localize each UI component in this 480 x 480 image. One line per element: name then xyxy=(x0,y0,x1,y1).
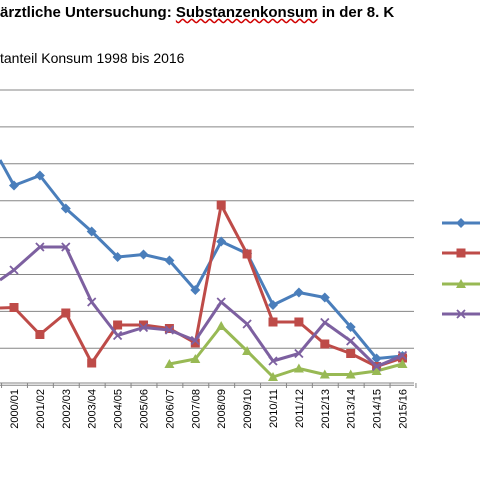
x-tick-label: 2011/12 xyxy=(294,389,306,428)
x-tick-label: 2009/10 xyxy=(242,389,254,429)
data-point-x xyxy=(9,265,19,275)
data-point-square xyxy=(216,200,226,210)
data-point-diamond xyxy=(86,226,97,237)
data-point-diamond xyxy=(293,287,304,298)
data-point-x xyxy=(268,356,278,366)
x-tick-label: 2007/08 xyxy=(190,389,202,429)
data-point-x xyxy=(190,335,200,346)
data-point-x xyxy=(371,361,382,372)
data-point-triangle xyxy=(190,354,201,363)
data-point-square xyxy=(113,320,123,330)
data-point-square xyxy=(346,349,356,358)
data-point-x xyxy=(35,242,45,252)
series-line-1 xyxy=(0,159,403,360)
data-point-square xyxy=(268,317,278,327)
data-point-triangle xyxy=(345,369,356,379)
data-point-x xyxy=(242,319,252,329)
series-line-3 xyxy=(169,324,403,379)
data-point-diamond xyxy=(371,353,382,364)
data-point-x xyxy=(112,330,123,341)
data-point-triangle xyxy=(397,359,408,368)
data-point-triangle xyxy=(268,372,278,381)
data-point-square xyxy=(320,339,330,349)
data-point-diamond xyxy=(164,255,175,266)
data-point-triangle xyxy=(164,359,175,368)
x-tick-label: 2000/01 xyxy=(9,389,21,429)
x-tick-label: 2015/16 xyxy=(398,389,410,429)
x-tick-label: 2005/06 xyxy=(139,389,151,429)
data-point-triangle xyxy=(371,366,382,375)
chart-title: ärztliche Untersuchung: Substanzenkonsum… xyxy=(0,4,394,21)
data-point-x xyxy=(61,242,71,252)
data-point-triangle xyxy=(293,363,304,373)
data-point-x xyxy=(138,322,149,333)
data-point-square xyxy=(294,317,304,327)
data-point-triangle xyxy=(319,369,330,379)
data-point-diamond xyxy=(112,252,123,262)
x-tick-label: 2012/13 xyxy=(320,389,332,429)
data-point-x xyxy=(294,348,304,359)
x-tick-label: 2008/09 xyxy=(216,389,228,429)
x-tick-label: 2003/04 xyxy=(87,389,99,429)
data-point-x xyxy=(346,336,356,346)
x-tick-label: 2013/14 xyxy=(346,389,358,429)
data-point-diamond xyxy=(34,170,45,181)
data-point-triangle xyxy=(456,279,466,288)
data-point-diamond xyxy=(9,180,19,191)
chart-title-underlined: Substanzenkonsum xyxy=(175,4,318,21)
data-point-square xyxy=(139,320,148,330)
data-point-diamond xyxy=(190,285,201,295)
data-point-square xyxy=(398,353,407,363)
x-tick-label: 2010/11 xyxy=(268,389,280,428)
data-point-square xyxy=(35,330,45,339)
x-tick-label: 2014/15 xyxy=(372,389,384,429)
x-tick-label: 2004/05 xyxy=(113,389,125,429)
data-point-x xyxy=(216,297,226,307)
x-tick-label: 2001/02 xyxy=(35,389,47,429)
data-point-x xyxy=(87,297,97,307)
data-point-diamond xyxy=(456,218,466,228)
data-point-square xyxy=(9,303,19,312)
series-line-2 xyxy=(0,203,403,368)
data-point-x xyxy=(397,350,408,361)
data-point-x xyxy=(164,325,175,335)
data-point-diamond xyxy=(345,322,356,332)
data-point-diamond xyxy=(319,292,330,303)
data-point-square xyxy=(61,308,71,318)
data-point-triangle xyxy=(242,346,253,355)
chart-title-suffix: in der 8. K xyxy=(317,4,395,21)
data-point-diamond xyxy=(60,203,71,214)
x-tick-label: 2002/03 xyxy=(61,389,73,429)
data-point-square xyxy=(190,338,200,348)
chart-title-prefix: ärztliche Untersuchung: xyxy=(0,4,176,21)
data-point-triangle xyxy=(216,321,227,330)
data-point-diamond xyxy=(216,236,227,247)
data-point-square xyxy=(87,358,97,368)
data-point-square xyxy=(242,249,252,259)
chart-subtitle: tanteil Konsum 1998 bis 2016 xyxy=(0,50,185,66)
data-point-diamond xyxy=(268,300,278,310)
x-tick-label: 2006/07 xyxy=(164,389,176,429)
data-point-diamond xyxy=(138,249,149,260)
data-point-square xyxy=(456,248,466,258)
data-point-x xyxy=(456,309,466,319)
data-point-x xyxy=(320,317,330,328)
